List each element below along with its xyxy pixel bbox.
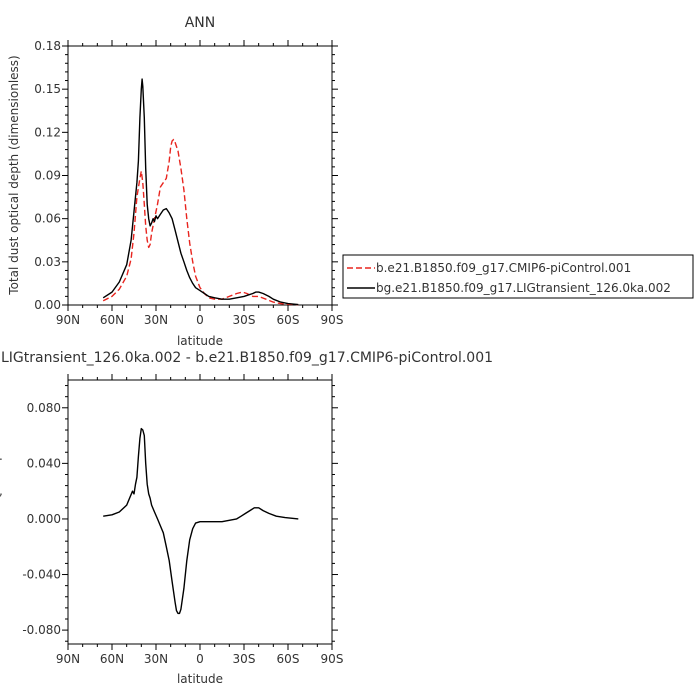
plot-frame xyxy=(67,45,333,306)
y-axis-fragment: . xyxy=(0,449,3,463)
x-tick-label: 60S xyxy=(277,313,300,327)
tick-marks: 90N 60N 30N 0 30S 60S 90S 0.00 0.03 0.06 0.09 0.12 0… xyxy=(34,39,343,327)
x-tick-label: 30S xyxy=(233,313,256,327)
series-line xyxy=(102,138,299,306)
y-tick-label: -0.040 xyxy=(22,568,61,582)
y-tick-label: 0.18 xyxy=(34,39,61,53)
legend-label-ligtransient: bg.e21.B1850.f09_g17.LIGtransient_126.0k… xyxy=(376,281,671,295)
y-tick-label: 0.15 xyxy=(34,82,61,96)
top-panel: 90N 60N 30N 0 30S 60S 90S 0.00 0.03 0.06 0.09 0.12 0… xyxy=(7,15,343,348)
series-line xyxy=(102,78,299,306)
x-tick-label: 90S xyxy=(321,313,344,327)
y-tick-label: 0.040 xyxy=(27,456,61,470)
chart-title: LIGtransient_126.0ka.002 - b.e21.B1850.f… xyxy=(1,350,493,366)
y-tick-label: 0.03 xyxy=(34,255,61,269)
x-axis-label: latitude xyxy=(177,672,223,686)
chart-title: ANN xyxy=(185,15,216,31)
y-tick-label: 0.080 xyxy=(27,401,61,415)
plot-frame xyxy=(67,379,333,645)
bottom-panel: 90N 60N 30N 0 30S 60S 90S -0.080 -0.040 0.000 0.04… xyxy=(0,350,493,686)
x-tick-label: 30N xyxy=(144,313,168,327)
legend: b.e21.B1850.f09_g17.CMIP6-piControl.001 … xyxy=(342,254,694,299)
series-lines xyxy=(103,427,299,615)
x-tick-label: 60N xyxy=(100,313,124,327)
legend-box xyxy=(342,254,694,299)
y-axis-fragment: , xyxy=(0,484,3,498)
tick-marks: 90N 60N 30N 0 30S 60S 90S -0.080 -0.040 0.000 0.04… xyxy=(22,374,343,666)
legend-label-picontrol: b.e21.B1850.f09_g17.CMIP6-piControl.001 xyxy=(376,261,631,275)
x-tick-label: 90N xyxy=(56,313,80,327)
y-tick-label: 0.09 xyxy=(34,169,61,183)
x-tick-label: 90N xyxy=(56,652,80,666)
series-lines xyxy=(102,78,299,306)
y-tick-label: -0.080 xyxy=(22,623,61,637)
x-tick-label: 90S xyxy=(321,652,344,666)
x-tick-label: 0 xyxy=(196,313,204,327)
y-tick-label: 0.00 xyxy=(34,298,61,312)
y-axis-label: Total dust optical depth (dimensionless) xyxy=(7,55,21,295)
y-tick-label: 0.06 xyxy=(34,212,61,226)
y-tick-label: 0.12 xyxy=(34,125,61,139)
x-tick-label: 0 xyxy=(196,652,204,666)
x-tick-label: 30S xyxy=(233,652,256,666)
series-line xyxy=(103,427,299,615)
x-tick-label: 60S xyxy=(277,652,300,666)
x-tick-label: 60N xyxy=(100,652,124,666)
y-tick-label: 0.000 xyxy=(27,512,61,526)
x-axis-label: latitude xyxy=(177,334,223,348)
x-tick-label: 30N xyxy=(144,652,168,666)
